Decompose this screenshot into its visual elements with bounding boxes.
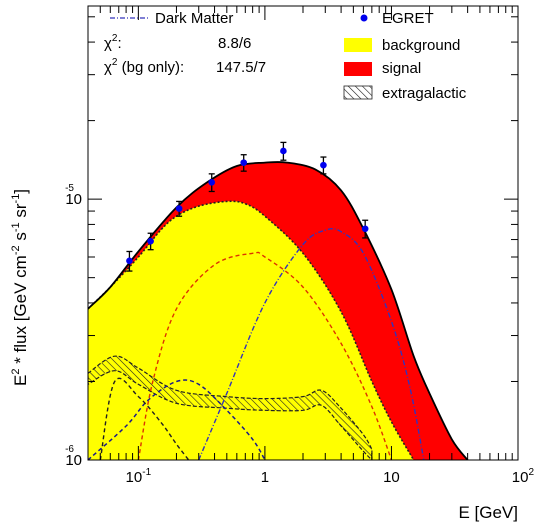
dark-matter-curve — [198, 228, 425, 460]
total-curve — [88, 161, 469, 460]
legend-dark-matter-label: Dark Matter — [155, 10, 233, 27]
egret-point-8 — [361, 225, 369, 233]
legend-egret-marker — [360, 14, 368, 22]
egret-point-4 — [208, 179, 216, 186]
y-tick-exponent-1: -5 — [65, 183, 74, 194]
legend-signal-swatch — [344, 62, 372, 76]
bg-component-black-dashed — [99, 377, 190, 460]
bg-component-red-dashed — [137, 251, 393, 460]
legend-chi2-bg: χ2 (bg only): — [104, 57, 184, 76]
legend-chi2-bg-value: 147.5/7 — [216, 59, 266, 76]
legend-signal-label: signal — [382, 60, 421, 77]
egret-point-7 — [320, 161, 327, 169]
egret-point-3 — [175, 205, 183, 212]
legend-egret-label: EGRET — [382, 10, 434, 27]
legend-extragalactic-swatch — [343, 85, 373, 100]
legend-extragalactic-label: extragalactic — [382, 85, 467, 102]
x-tick-label-1: 10-1 — [126, 467, 152, 486]
area-layer — [88, 161, 468, 460]
x-axis-title: E [GeV] — [458, 503, 518, 522]
x-tick-label-2: 1 — [261, 469, 269, 486]
points-layer — [126, 141, 369, 272]
x-tick-label-3: 10 — [383, 469, 400, 486]
line-layer — [88, 161, 469, 460]
legend-chi2: χ2: — [104, 33, 122, 52]
legend-background-swatch — [344, 38, 372, 52]
y-axis-title: E2 * flux [GeV cm-2 s-1 sr-1] — [10, 189, 30, 386]
extragalactic-band — [88, 355, 373, 460]
egret-point-2 — [147, 237, 154, 245]
legend-background-label: background — [382, 37, 460, 54]
x-tick-label-4: 102 — [512, 467, 535, 486]
egret-point-1 — [126, 257, 133, 265]
legend: Dark Matter χ2: 8.8/6 χ2 (bg only): 147.… — [104, 10, 467, 102]
y-tick-label-1: 10 — [65, 191, 82, 208]
y-tick-label-2: 10 — [65, 452, 82, 469]
egret-point-6 — [280, 147, 287, 155]
background-curve — [88, 200, 415, 460]
y-tick-exponent-2: -6 — [65, 444, 74, 455]
legend-chi2-value: 8.8/6 — [218, 35, 251, 52]
egret-point-5 — [240, 159, 248, 166]
